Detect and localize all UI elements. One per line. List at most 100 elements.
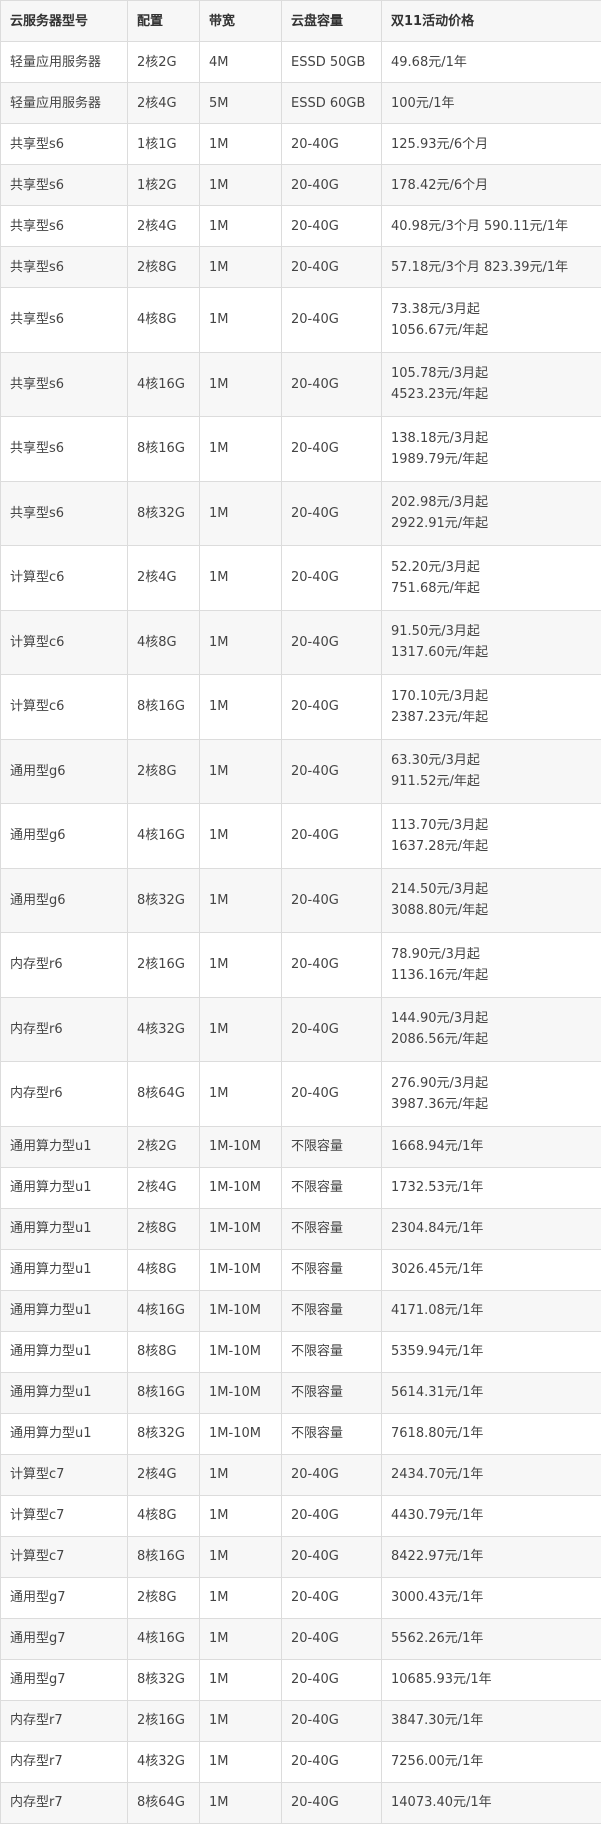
cell-config: 2核8G xyxy=(127,738,200,804)
table-row: 通用型g7 2核8G 1M 20-40G 3000.43元/1年 xyxy=(0,1576,601,1619)
price-line: 63.30元/3月起 xyxy=(391,753,480,769)
cell-config: 8核16G xyxy=(127,674,200,740)
table-row: 内存型r7 2核16G 1M 20-40G 3847.30元/1年 xyxy=(0,1699,601,1742)
cell-disk: 不限容量 xyxy=(281,1289,382,1332)
cell-bandwidth: 1M xyxy=(199,164,282,206)
cell-price: 78.90元/3月起 1136.16元/年起 xyxy=(381,932,601,998)
price-line: 2086.56元/年起 xyxy=(391,1032,489,1048)
cell-price: 40.98元/3个月 590.11元/1年 xyxy=(381,205,601,247)
price-line: 78.90元/3月起 xyxy=(391,946,480,962)
cell-model: 通用型g7 xyxy=(0,1576,128,1619)
cell-price: 100元/1年 xyxy=(381,82,601,124)
cell-bandwidth: 4M xyxy=(199,41,282,83)
cell-bandwidth: 1M-10M xyxy=(199,1289,282,1332)
cell-disk: 20-40G xyxy=(281,1658,382,1701)
cell-model: 内存型r6 xyxy=(0,1061,128,1127)
cell-bandwidth: 1M-10M xyxy=(199,1371,282,1414)
cell-bandwidth: 1M xyxy=(199,1617,282,1660)
cell-disk: 不限容量 xyxy=(281,1371,382,1414)
table-row: 计算型c6 8核16G 1M 20-40G 170.10元/3月起 2387.23元/年起 xyxy=(0,674,601,740)
table-row: 通用型g7 8核32G 1M 20-40G 10685.93元/1年 xyxy=(0,1658,601,1701)
price-line: 105.78元/3月起 xyxy=(391,366,489,382)
cell-price: 63.30元/3月起 911.52元/年起 xyxy=(381,738,601,804)
cell-config: 2核8G xyxy=(127,246,200,288)
cell-model: 通用型g7 xyxy=(0,1658,128,1701)
cell-model: 共享型s6 xyxy=(0,480,128,546)
price-line: 14073.40元/1年 xyxy=(391,1795,492,1810)
table-row: 共享型s6 1核1G 1M 20-40G 125.93元/6个月 xyxy=(0,123,601,165)
cell-bandwidth: 1M xyxy=(199,1535,282,1578)
cell-config: 4核16G xyxy=(127,351,200,417)
price-line: 125.93元/6个月 xyxy=(391,136,489,152)
cell-bandwidth: 1M xyxy=(199,1658,282,1701)
header-disk: 云盘容量 xyxy=(281,0,382,42)
cell-model: 计算型c7 xyxy=(0,1494,128,1537)
price-line: 5614.31元/1年 xyxy=(391,1385,484,1400)
cell-price: 105.78元/3月起 4523.23元/年起 xyxy=(381,351,601,417)
cell-disk: 20-40G xyxy=(281,738,382,804)
price-line: 1732.53元/1年 xyxy=(391,1180,484,1195)
price-line: 1317.60元/年起 xyxy=(391,645,489,661)
cell-bandwidth: 1M xyxy=(199,867,282,933)
cell-bandwidth: 1M xyxy=(199,1576,282,1619)
cell-disk: ESSD 50GB xyxy=(281,41,382,83)
price-line: 2387.23元/年起 xyxy=(391,709,489,725)
cell-price: 276.90元/3月起 3987.36元/年起 xyxy=(381,1061,601,1127)
cell-price: 10685.93元/1年 xyxy=(381,1658,601,1701)
cell-config: 4核8G xyxy=(127,1248,200,1291)
cell-price: 57.18元/3个月 823.39元/1年 xyxy=(381,246,601,288)
table-row: 轻量应用服务器 2核2G 4M ESSD 50GB 49.68元/1年 xyxy=(0,41,601,83)
cell-config: 8核32G xyxy=(127,867,200,933)
cell-disk: 20-40G xyxy=(281,1576,382,1619)
cell-bandwidth: 1M xyxy=(199,674,282,740)
cell-price: 73.38元/3月起 1056.67元/年起 xyxy=(381,287,601,353)
cell-model: 计算型c6 xyxy=(0,674,128,740)
cell-bandwidth: 1M xyxy=(199,480,282,546)
cell-config: 4核8G xyxy=(127,609,200,675)
cell-config: 1核2G xyxy=(127,164,200,206)
price-line: 4171.08元/1年 xyxy=(391,1303,484,1318)
cell-model: 共享型s6 xyxy=(0,246,128,288)
cell-price: 1668.94元/1年 xyxy=(381,1125,601,1168)
cell-config: 2核4G xyxy=(127,82,200,124)
cell-price: 7256.00元/1年 xyxy=(381,1740,601,1783)
table-row: 共享型s6 2核4G 1M 20-40G 40.98元/3个月 590.11元/1年 xyxy=(0,205,601,247)
cell-price: 138.18元/3月起 1989.79元/年起 xyxy=(381,416,601,482)
cell-model: 共享型s6 xyxy=(0,416,128,482)
cell-price: 5562.26元/1年 xyxy=(381,1617,601,1660)
cell-config: 8核8G xyxy=(127,1330,200,1373)
cell-bandwidth: 1M xyxy=(199,351,282,417)
cell-config: 8核32G xyxy=(127,1412,200,1455)
cell-bandwidth: 1M-10M xyxy=(199,1166,282,1209)
price-line: 276.90元/3月起 xyxy=(391,1075,489,1091)
table-row: 共享型s6 8核32G 1M 20-40G 202.98元/3月起 2922.91元/年起 xyxy=(0,480,601,546)
cell-bandwidth: 1M-10M xyxy=(199,1125,282,1168)
cell-model: 计算型c6 xyxy=(0,609,128,675)
table-row: 轻量应用服务器 2核4G 5M ESSD 60GB 100元/1年 xyxy=(0,82,601,124)
cell-model: 计算型c6 xyxy=(0,545,128,611)
cell-disk: 20-40G xyxy=(281,1061,382,1127)
cell-disk: 20-40G xyxy=(281,545,382,611)
cell-config: 8核32G xyxy=(127,1658,200,1701)
cell-model: 共享型s6 xyxy=(0,164,128,206)
cell-model: 通用算力型u1 xyxy=(0,1289,128,1332)
price-line: 214.50元/3月起 xyxy=(391,882,489,898)
cell-bandwidth: 1M xyxy=(199,1494,282,1537)
cell-model: 内存型r7 xyxy=(0,1781,128,1824)
cell-config: 2核4G xyxy=(127,1166,200,1209)
cell-model: 共享型s6 xyxy=(0,123,128,165)
cell-disk: 20-40G xyxy=(281,996,382,1062)
price-line: 57.18元/3个月 823.39元/1年 xyxy=(391,259,569,275)
header-price: 双11活动价格 xyxy=(381,0,601,42)
price-line: 73.38元/3月起 xyxy=(391,301,480,317)
cell-disk: 20-40G xyxy=(281,1781,382,1824)
table-row: 内存型r7 8核64G 1M 20-40G 14073.40元/1年 xyxy=(0,1781,601,1824)
cell-config: 2核4G xyxy=(127,1453,200,1496)
cell-disk: 20-40G xyxy=(281,351,382,417)
cell-model: 轻量应用服务器 xyxy=(0,82,128,124)
cell-disk: 20-40G xyxy=(281,480,382,546)
cell-bandwidth: 1M-10M xyxy=(199,1412,282,1455)
cell-config: 8核16G xyxy=(127,416,200,482)
price-line: 144.90元/3月起 xyxy=(391,1011,489,1027)
cell-model: 共享型s6 xyxy=(0,205,128,247)
